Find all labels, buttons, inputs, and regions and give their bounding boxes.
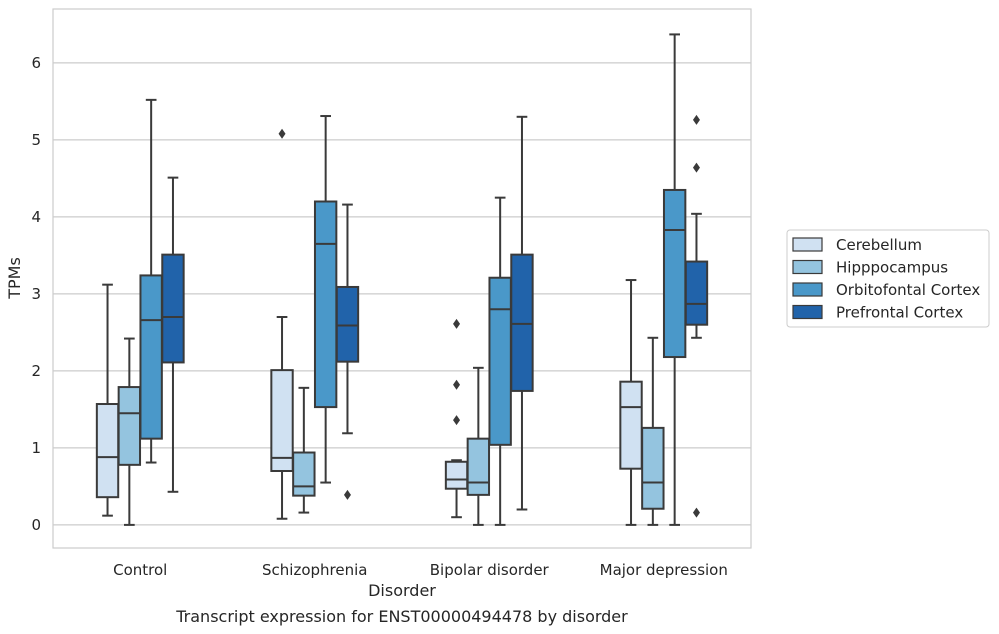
box [619,380,643,470]
y-tick-label: 2 [31,362,41,380]
legend-label: Orbitofontal Cortex [836,281,980,299]
box [292,451,316,497]
legend-label: Prefrontal Cortex [836,304,963,322]
box [139,274,163,440]
y-tick-label: 6 [31,54,41,72]
box-series [95,33,709,526]
box [488,276,512,446]
series-orbitofontal-cortex [139,33,687,526]
y-tick-label: 3 [31,285,41,303]
box [270,369,294,473]
box [335,285,360,363]
box [313,200,338,409]
outlier-point [453,415,461,426]
outlier-point [692,114,700,125]
box [510,253,534,392]
y-tick-label: 4 [31,208,41,226]
y-axis-label: TPMs [5,257,24,300]
outlier-point [453,318,461,329]
x-tick-label: Bipolar disorder [430,561,550,579]
y-axis-ticks: 0 1 2 3 4 5 6 [31,54,41,534]
box [466,437,491,496]
outlier-point [692,162,700,173]
box [662,188,687,359]
outlier-point [343,489,351,500]
outlier-point [278,128,286,139]
outlier-point [692,507,700,518]
legend-label: Cerebellum [836,236,922,254]
legend-swatch [792,282,823,297]
legend-label: Hipppocampus [836,259,948,277]
plot-frame [52,8,752,549]
box [161,253,185,364]
box [95,403,120,499]
x-axis-label: Disorder [368,581,436,600]
legend-frame [786,229,990,328]
series-hipppocampus [117,336,665,526]
x-axis-ticks: Control Schizophrenia Bipolar disorder Majo… [113,561,728,579]
figure-caption: Transcript expression for ENST0000049447… [175,607,628,626]
legend: Cerebellum Hipppocampus Orbitofontal Corte… [786,229,990,328]
legend-swatch [792,237,823,252]
y-tick-label: 5 [31,131,41,149]
series-cerebellum [95,128,643,526]
box [684,260,709,326]
box [117,386,142,466]
outlier-point [453,379,461,390]
x-tick-label: Major depression [600,561,728,579]
x-tick-label: Schizophrenia [262,561,367,579]
box [641,426,665,510]
series-prefrontal-cortex [161,114,709,518]
y-tick-label: 0 [31,516,41,534]
y-tick-label: 1 [31,439,41,457]
legend-swatch [792,259,823,275]
box [444,460,469,490]
legend-swatch [792,304,823,320]
x-tick-label: Control [113,561,167,579]
